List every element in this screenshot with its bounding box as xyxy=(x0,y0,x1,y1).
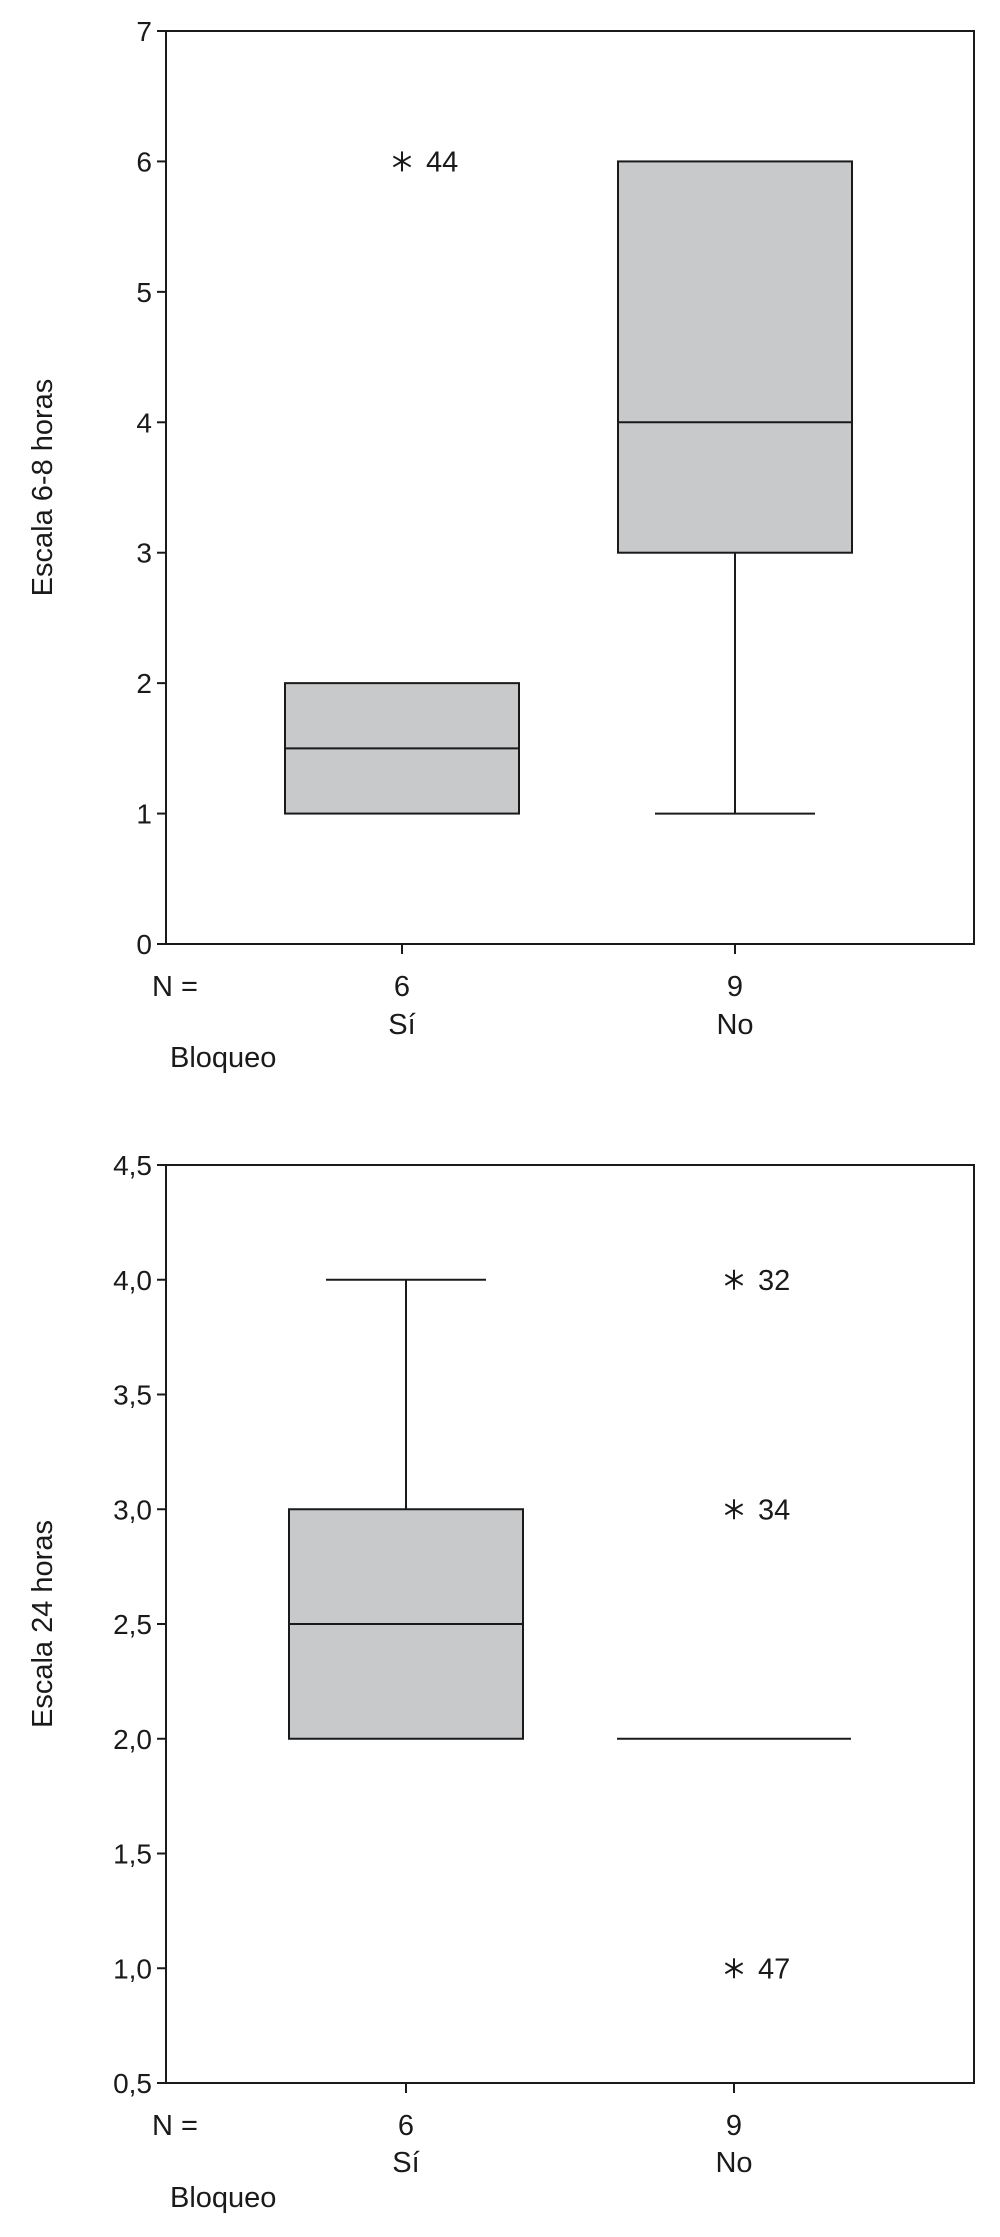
outlier-marker xyxy=(724,1958,744,1979)
y-tick-label: 3 xyxy=(136,538,152,569)
y-tick-label: 4 xyxy=(136,407,152,438)
boxplot-panel-1: 0 1 2 3 4 5 6 7 Escala 6-8 horas N = Bloqueo 44 6 Sí 9… xyxy=(27,16,975,1074)
y-axis-label: Escala 24 horas xyxy=(27,1520,59,1728)
y-tick-label: 6 xyxy=(136,146,152,177)
plot-frame xyxy=(165,30,975,945)
n-label: N = xyxy=(152,971,198,1003)
boxplot-panel-2: 0,5 1,0 1,5 2,0 2,5 3,0 3,5 4,0 4,5 Escala 24 hor… xyxy=(27,1150,975,2214)
outlier-marker xyxy=(724,1499,744,1520)
y-tick-label: 5 xyxy=(136,277,152,308)
y-tick-label: 0 xyxy=(136,929,152,960)
category-label: No xyxy=(715,2147,752,2179)
category-label: Sí xyxy=(388,1009,415,1041)
outlier-label: 34 xyxy=(758,1494,790,1526)
outlier-label: 47 xyxy=(758,1953,790,1985)
y-tick-label: 2,5 xyxy=(113,1609,152,1640)
y-tick-label: 2 xyxy=(136,668,152,699)
x-axis-label: Bloqueo xyxy=(170,1042,276,1074)
box-group-1: 6 Sí xyxy=(288,1278,524,2179)
y-tick-label: 1,0 xyxy=(113,1953,152,1984)
y-tick-label: 1,5 xyxy=(113,1839,152,1870)
plot-frame xyxy=(165,1164,975,2084)
n-label: N = xyxy=(152,2110,198,2142)
box-group-2: 9 No xyxy=(617,160,853,1041)
box-group-2: 32 34 47 9 No xyxy=(617,1265,851,2179)
n-value: 6 xyxy=(398,2110,414,2142)
outlier-marker xyxy=(724,1269,744,1290)
n-value: 9 xyxy=(727,971,743,1003)
y-tick-label: 2,0 xyxy=(113,1724,152,1755)
y-tick-label: 3,0 xyxy=(113,1494,152,1525)
y-tick-label: 4,0 xyxy=(113,1265,152,1296)
n-value: 6 xyxy=(394,971,410,1003)
outlier-label: 32 xyxy=(758,1265,790,1297)
n-value: 9 xyxy=(726,2110,742,2142)
box xyxy=(617,160,853,554)
y-axis-label: Escala 6-8 horas xyxy=(27,379,59,597)
category-label: No xyxy=(716,1009,753,1041)
y-tick-label: 3,5 xyxy=(113,1380,152,1411)
box-group-1: 44 6 Sí xyxy=(284,146,520,1041)
y-tick-label: 1 xyxy=(136,799,152,830)
x-axis-label: Bloqueo xyxy=(170,2182,276,2214)
y-tick-label: 7 xyxy=(136,16,152,47)
category-label: Sí xyxy=(392,2147,419,2179)
outlier-label: 44 xyxy=(426,146,458,178)
y-tick-label: 0,5 xyxy=(113,2068,152,2099)
y-tick-label: 4,5 xyxy=(113,1150,152,1181)
outlier-marker xyxy=(392,151,412,172)
